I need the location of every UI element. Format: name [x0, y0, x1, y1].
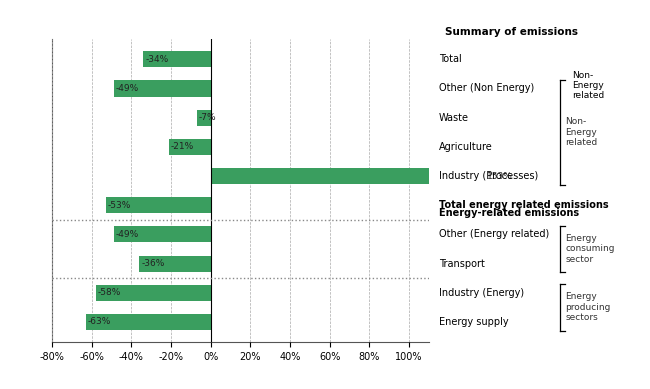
Bar — [139, 256, 211, 272]
Bar — [114, 81, 211, 96]
Text: Total: Total — [439, 54, 462, 64]
Bar — [96, 285, 211, 301]
Text: Summary of emissions: Summary of emissions — [445, 27, 578, 37]
Text: Energy-related emissions: Energy-related emissions — [439, 208, 579, 218]
Text: -49%: -49% — [116, 230, 138, 239]
Text: -21%: -21% — [171, 142, 194, 151]
Bar — [114, 226, 211, 242]
Bar — [105, 197, 211, 213]
Text: Non-
Energy
related: Non- Energy related — [572, 71, 604, 100]
Text: Other (Non Energy): Other (Non Energy) — [439, 84, 534, 93]
Text: Industry (Processes): Industry (Processes) — [439, 171, 538, 181]
Text: Energy
consuming
sector: Energy consuming sector — [566, 234, 615, 264]
Text: Agriculture: Agriculture — [439, 142, 493, 152]
Text: -7%: -7% — [199, 113, 216, 122]
Text: -58%: -58% — [98, 288, 121, 297]
Bar — [197, 110, 211, 126]
Text: Industry (Energy): Industry (Energy) — [439, 288, 524, 298]
Text: Energy supply: Energy supply — [439, 317, 508, 327]
Text: Waste: Waste — [439, 113, 469, 123]
Legend: EU-27: EU-27 — [211, 386, 270, 389]
Text: Non-
Energy
related: Non- Energy related — [566, 117, 598, 147]
Text: 153%: 153% — [486, 172, 512, 180]
Text: -34%: -34% — [145, 55, 168, 64]
Text: -63%: -63% — [88, 317, 111, 326]
Bar — [211, 168, 514, 184]
Bar — [143, 51, 211, 67]
Text: -53%: -53% — [107, 201, 131, 210]
Text: Transport: Transport — [439, 259, 485, 268]
Text: -49%: -49% — [116, 84, 138, 93]
Text: -36%: -36% — [141, 259, 164, 268]
Text: Energy
producing
sectors: Energy producing sectors — [566, 293, 611, 322]
Bar — [86, 314, 211, 330]
Bar — [169, 139, 211, 155]
Text: Other (Energy related): Other (Energy related) — [439, 230, 549, 239]
Text: Total energy related emissions: Total energy related emissions — [439, 200, 608, 210]
